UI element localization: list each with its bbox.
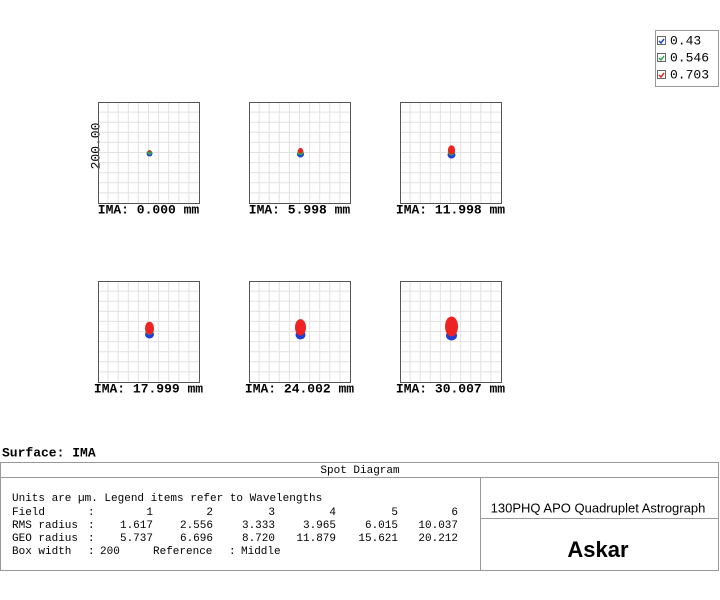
cell: 3.333: [242, 520, 275, 532]
cell: 3: [268, 507, 275, 519]
lens-title: 130PHQ APO Quadruplet Astrograph: [491, 500, 706, 515]
legend-label: 0.43: [670, 33, 701, 48]
spot: [448, 145, 455, 155]
colon: :: [229, 546, 236, 558]
cell: 5: [391, 507, 398, 519]
plot-frame: [98, 102, 200, 204]
cell: 1.617: [120, 520, 153, 532]
plot-label: IMA: 5.998 mm: [249, 202, 351, 217]
cell: 1: [146, 507, 153, 519]
cell: 2.556: [180, 520, 213, 532]
cell: 8.720: [242, 533, 275, 545]
plot-frame: [249, 102, 351, 204]
colon: :: [88, 533, 95, 545]
legend-check: [658, 72, 665, 79]
legend-check: [658, 38, 665, 45]
cell: 20.212: [418, 533, 458, 545]
spot: [148, 150, 151, 153]
row-label: RMS radius: [12, 520, 78, 532]
colon: :: [88, 507, 95, 519]
table-frame: [0, 462, 719, 571]
plot-frame: [249, 281, 351, 383]
table-note: Units are µm. Legend items refer to Wave…: [12, 493, 322, 505]
colon: :: [88, 520, 95, 532]
plot-label: IMA: 11.998 mm: [396, 202, 505, 217]
legend-check: [658, 55, 665, 62]
brand-logo: Askar: [567, 537, 629, 562]
row-label: GEO radius: [12, 533, 78, 545]
legend-checkbox: [657, 70, 666, 79]
box-width-label: Box width: [12, 546, 71, 558]
legend-label: 0.703: [670, 67, 709, 82]
legend-checkbox: [657, 53, 666, 62]
plot-label: IMA: 17.999 mm: [94, 381, 203, 396]
plot-label: IMA: 0.000 mm: [98, 202, 200, 217]
plot-label: IMA: 24.002 mm: [245, 381, 354, 396]
cell: 6.696: [180, 533, 213, 545]
spot: [298, 147, 303, 154]
cell: 6.015: [365, 520, 398, 532]
spot: [145, 321, 154, 335]
cell: 6: [451, 507, 458, 519]
cell: 4: [329, 507, 336, 519]
row-label: Field: [12, 507, 45, 519]
legend-checkbox: [657, 36, 666, 45]
cell: 10.037: [418, 520, 458, 532]
box-width: 200: [100, 546, 120, 558]
plot-frame: [400, 102, 502, 204]
surface-label: Surface: IMA: [2, 445, 96, 460]
cell: 11.879: [296, 533, 336, 545]
legend-label: 0.546: [670, 50, 709, 65]
plot-frame: [400, 281, 502, 383]
colon: :: [88, 546, 95, 558]
cell: 5.737: [120, 533, 153, 545]
plot-label: IMA: 30.007 mm: [396, 381, 505, 396]
reference-label: Reference: [153, 546, 212, 558]
cell: 2: [206, 507, 213, 519]
table-title: Spot Diagram: [320, 465, 400, 477]
cell: 15.621: [358, 533, 398, 545]
spot: [445, 316, 458, 337]
spot: [295, 319, 306, 336]
cell: 3.965: [303, 520, 336, 532]
reference: Middle: [241, 546, 281, 558]
scale-label: 200.00: [88, 123, 103, 170]
plot-frame: [98, 281, 200, 383]
